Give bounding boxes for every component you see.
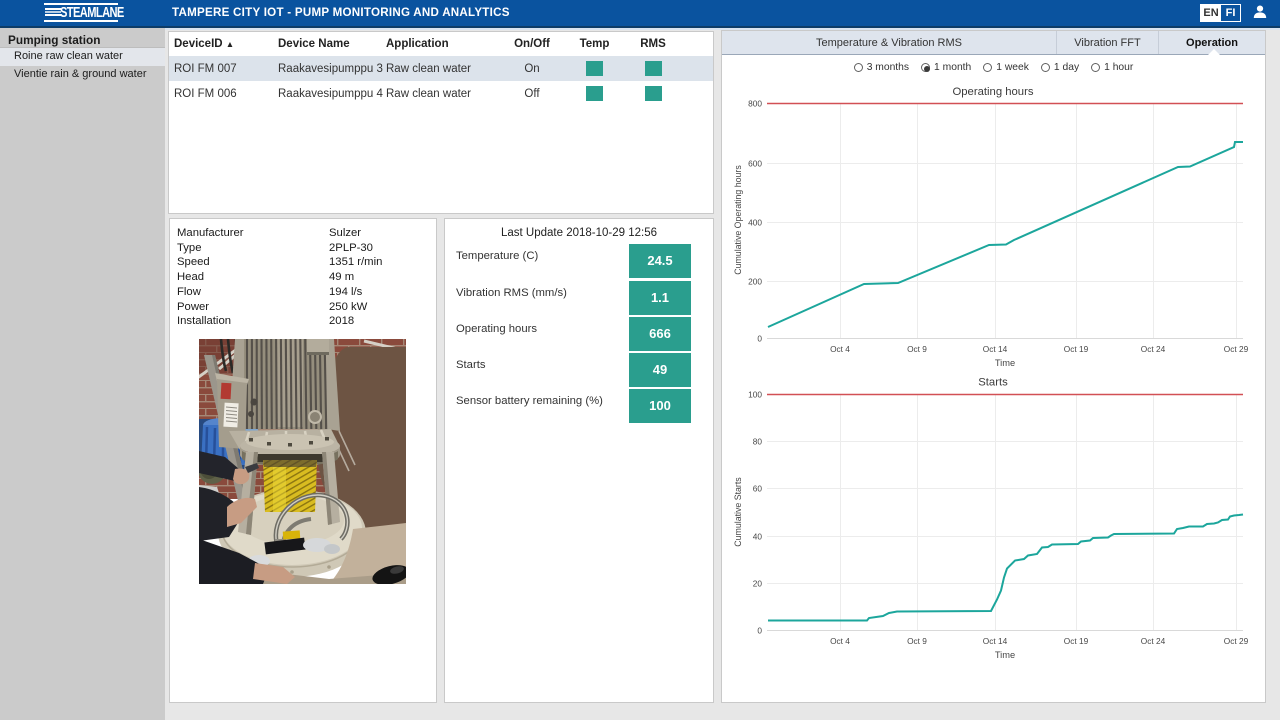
svg-text:Oct 29: Oct 29 xyxy=(1224,344,1249,354)
svg-text:Oct 4: Oct 4 xyxy=(830,344,850,354)
svg-text:Operating hours: Operating hours xyxy=(952,86,1033,98)
svg-text:200: 200 xyxy=(748,277,762,287)
svg-text:Cumulative Starts: Cumulative Starts xyxy=(733,477,743,547)
svg-text:40: 40 xyxy=(753,532,763,542)
svg-text:Oct 24: Oct 24 xyxy=(1141,636,1166,646)
svg-text:Oct 24: Oct 24 xyxy=(1141,344,1166,354)
svg-text:80: 80 xyxy=(753,437,763,447)
svg-text:Oct 9: Oct 9 xyxy=(907,636,927,646)
svg-text:20: 20 xyxy=(753,579,763,589)
svg-text:Oct 19: Oct 19 xyxy=(1064,636,1089,646)
svg-text:Oct 9: Oct 9 xyxy=(907,344,927,354)
svg-text:Oct 14: Oct 14 xyxy=(983,344,1008,354)
svg-text:0: 0 xyxy=(757,334,762,344)
svg-text:Oct 4: Oct 4 xyxy=(830,636,850,646)
svg-text:Oct 19: Oct 19 xyxy=(1064,344,1089,354)
svg-text:800: 800 xyxy=(748,99,762,109)
svg-text:Oct 14: Oct 14 xyxy=(983,636,1008,646)
svg-text:Starts: Starts xyxy=(978,377,1008,389)
svg-text:600: 600 xyxy=(748,159,762,169)
svg-text:Cumulative Operating hours: Cumulative Operating hours xyxy=(733,165,743,275)
svg-text:60: 60 xyxy=(753,484,763,494)
svg-text:Time: Time xyxy=(995,358,1015,368)
svg-text:100: 100 xyxy=(748,390,762,400)
svg-text:0: 0 xyxy=(757,626,762,636)
svg-text:400: 400 xyxy=(748,218,762,228)
svg-text:Time: Time xyxy=(995,650,1015,660)
svg-text:Oct 29: Oct 29 xyxy=(1224,636,1249,646)
